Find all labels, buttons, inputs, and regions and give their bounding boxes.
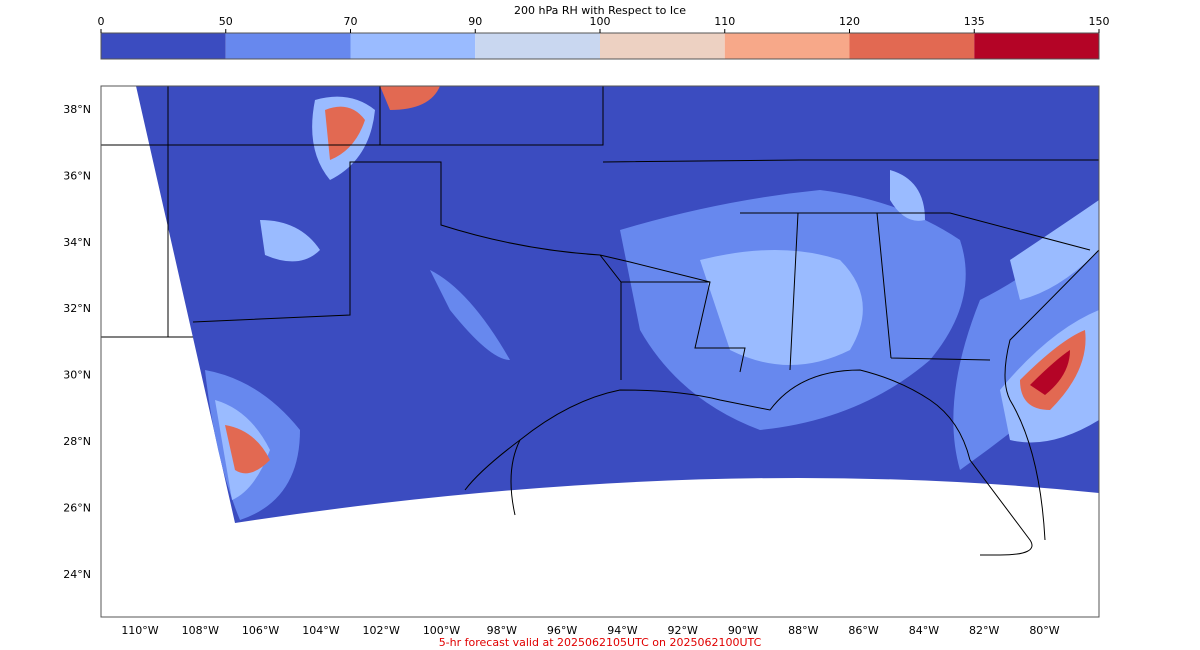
lat-label: 26°N bbox=[63, 501, 91, 514]
lon-label: 100°W bbox=[423, 624, 460, 637]
lon-label: 80°W bbox=[1029, 624, 1059, 637]
lat-label: 30°N bbox=[63, 369, 91, 382]
lat-labels: 38°N 36°N 34°N 32°N 30°N 28°N 26°N 24°N bbox=[63, 103, 91, 581]
map-frame bbox=[100, 85, 1100, 618]
colorbar-segment bbox=[974, 33, 1099, 59]
colorbar-tick-label: 120 bbox=[839, 15, 860, 28]
lat-label: 28°N bbox=[63, 435, 91, 448]
forecast-domain bbox=[136, 86, 1099, 523]
colorbar-segment bbox=[225, 33, 351, 59]
colorbar: 0 50 70 90 100 110 120 135 150 bbox=[98, 15, 1110, 60]
map bbox=[100, 85, 1100, 618]
colorbar-segment bbox=[724, 33, 850, 59]
colorbar-segment bbox=[101, 33, 226, 59]
lon-label: 94°W bbox=[607, 624, 637, 637]
lat-label: 32°N bbox=[63, 302, 91, 315]
lon-label: 92°W bbox=[668, 624, 698, 637]
colorbar-tick-label: 50 bbox=[219, 15, 233, 28]
colorbar-tick-label: 150 bbox=[1089, 15, 1110, 28]
lon-label: 84°W bbox=[909, 624, 939, 637]
colorbar-title: 200 hPa RH with Respect to Ice bbox=[514, 4, 686, 17]
colorbar-tick-label: 110 bbox=[714, 15, 735, 28]
colorbar-segment bbox=[849, 33, 975, 59]
colorbar-segment bbox=[475, 33, 600, 59]
lat-label: 24°N bbox=[63, 568, 91, 581]
colorbar-tick-label: 0 bbox=[98, 15, 105, 28]
boundaries bbox=[101, 86, 1100, 556]
colorbar-tick-label: 70 bbox=[344, 15, 358, 28]
lon-label: 98°W bbox=[487, 624, 517, 637]
lon-label: 90°W bbox=[728, 624, 758, 637]
colorbar-tick-label: 100 bbox=[590, 15, 611, 28]
lon-label: 86°W bbox=[848, 624, 878, 637]
lon-labels: 110°W 108°W 106°W 104°W 102°W 100°W 98°W 96°W 94… bbox=[121, 624, 1059, 637]
colorbar-tick-label: 90 bbox=[468, 15, 482, 28]
lon-label: 110°W bbox=[121, 624, 158, 637]
colorbar-segment bbox=[350, 33, 476, 59]
humidity-field bbox=[205, 86, 1099, 520]
lon-label: 96°W bbox=[547, 624, 577, 637]
footer: 5-hr forecast valid at 2025062105UTC on … bbox=[439, 636, 762, 649]
lon-label: 82°W bbox=[969, 624, 999, 637]
lat-label: 36°N bbox=[63, 169, 91, 182]
lon-label: 88°W bbox=[788, 624, 818, 637]
lat-label: 34°N bbox=[63, 236, 91, 249]
lon-label: 104°W bbox=[302, 624, 339, 637]
lon-label: 108°W bbox=[182, 624, 219, 637]
lon-label: 102°W bbox=[363, 624, 400, 637]
colorbar-segment bbox=[600, 33, 725, 59]
colorbar-tick-label: 135 bbox=[964, 15, 985, 28]
lat-label: 38°N bbox=[63, 103, 91, 116]
lon-label: 106°W bbox=[242, 624, 279, 637]
